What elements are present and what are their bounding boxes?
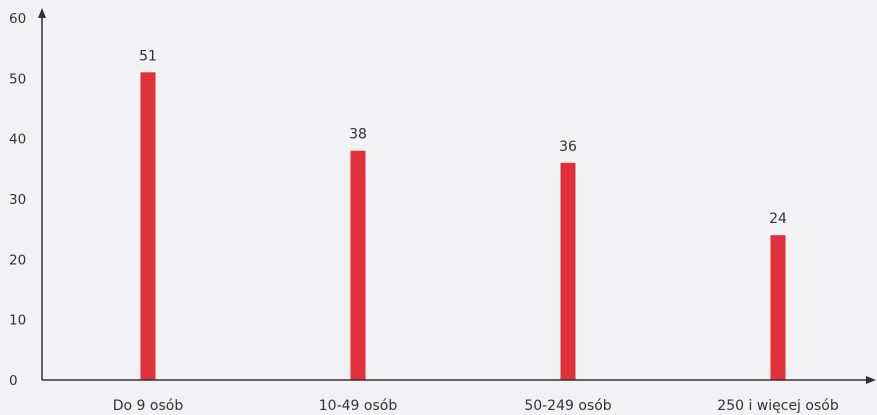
bar	[350, 150, 366, 380]
y-tick-label: 10	[9, 313, 26, 329]
bar	[770, 235, 786, 380]
bar-value-label: 24	[769, 211, 787, 227]
category-label: Do 9 osób	[113, 398, 184, 414]
y-tick-label: 60	[9, 11, 26, 27]
bar-value-label: 51	[139, 48, 157, 64]
bars	[140, 72, 786, 381]
y-tick-label: 0	[9, 373, 18, 389]
category-labels: Do 9 osób 10-49 osób 50-249 osób 250 i więc…	[113, 398, 839, 414]
category-label: 10-49 osób	[319, 398, 398, 414]
y-axis-arrow-icon	[38, 8, 46, 18]
x-axis-arrow-icon	[866, 376, 876, 384]
y-axis-ticks: 0 10 20 30 40 50 60	[9, 11, 26, 389]
bar	[560, 162, 576, 380]
category-label: 50-249 osób	[524, 398, 611, 414]
bar-value-label: 36	[559, 139, 577, 155]
y-tick-label: 20	[9, 252, 26, 268]
y-tick-label: 30	[9, 192, 26, 208]
category-label: 250 i więcej osób	[717, 398, 839, 414]
value-labels: 51 38 36 24	[139, 48, 787, 227]
bar-value-label: 38	[349, 127, 367, 143]
y-tick-label: 40	[9, 132, 26, 148]
y-tick-label: 50	[9, 71, 26, 87]
bar	[140, 72, 156, 381]
